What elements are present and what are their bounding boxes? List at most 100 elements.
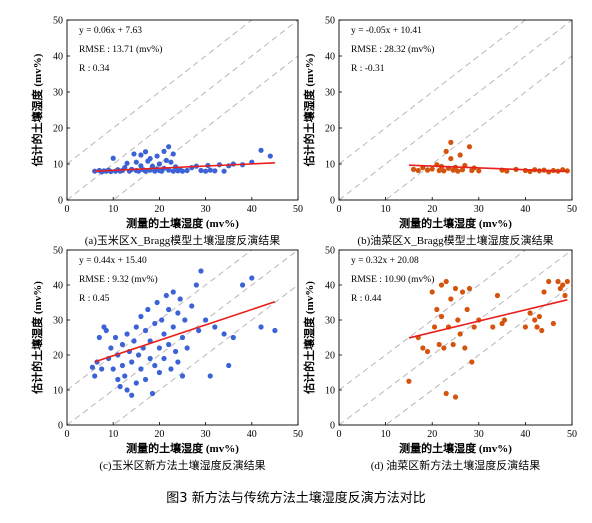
data-point bbox=[504, 168, 510, 174]
x-tick-label: 50 bbox=[567, 204, 577, 215]
x-axis-label: 测量的土壤湿度 (mv%) bbox=[399, 216, 512, 230]
data-point bbox=[441, 345, 447, 351]
points bbox=[410, 139, 570, 175]
data-point bbox=[471, 324, 477, 330]
data-point bbox=[462, 345, 468, 351]
data-point bbox=[133, 324, 139, 330]
data-point bbox=[436, 341, 442, 348]
data-point bbox=[203, 317, 209, 323]
fit-line bbox=[408, 164, 568, 173]
data-point bbox=[466, 285, 473, 292]
data-point bbox=[161, 331, 167, 337]
data-point bbox=[131, 338, 137, 344]
panel-caption: (c)玉米区新方法土壤湿度反演结果 bbox=[99, 458, 265, 472]
data-point bbox=[117, 383, 123, 390]
data-point bbox=[131, 151, 137, 157]
x-tick-label: 0 bbox=[65, 204, 70, 215]
data-point bbox=[154, 299, 160, 306]
data-point bbox=[406, 378, 412, 384]
points bbox=[89, 268, 278, 398]
one-to-one-line bbox=[339, 250, 572, 425]
data-point bbox=[207, 373, 213, 379]
y-tick-label: 50 bbox=[325, 16, 335, 27]
panel-d: 0 10 20 30 40 50 0 10 20 30 40 50 y = 0.32x + 20.08 R… bbox=[302, 246, 577, 473]
data-point bbox=[221, 168, 227, 174]
x-axis-label: 测量的土壤湿度 (mv%) bbox=[126, 441, 239, 455]
data-point bbox=[161, 355, 167, 362]
data-point bbox=[443, 390, 449, 397]
annotation-text: y = -0.05x + 10.41 bbox=[351, 26, 422, 36]
data-point bbox=[124, 331, 130, 337]
data-point bbox=[448, 296, 454, 302]
data-point bbox=[124, 387, 130, 393]
data-point bbox=[138, 366, 144, 372]
data-point bbox=[490, 324, 496, 330]
x-tick-label: 0 bbox=[337, 429, 342, 440]
y-tick-label: 10 bbox=[325, 386, 335, 397]
data-point bbox=[89, 364, 96, 370]
offset-line bbox=[112, 284, 298, 425]
data-point bbox=[550, 320, 556, 327]
data-point bbox=[546, 278, 552, 285]
data-point bbox=[450, 341, 456, 348]
data-point bbox=[424, 167, 431, 173]
y-axis-label: 估计的土壤湿度 (mv%) bbox=[302, 281, 316, 395]
data-point bbox=[161, 148, 167, 154]
data-point bbox=[431, 324, 438, 330]
data-point bbox=[459, 167, 466, 173]
data-point bbox=[122, 165, 128, 171]
annotation-text: RMSE : 28.32 (mv%) bbox=[351, 44, 434, 55]
data-point bbox=[170, 151, 176, 157]
panel-caption: (b)油菜区X_Bragg模型土壤湿度反演结果 bbox=[357, 233, 553, 247]
points bbox=[406, 278, 570, 400]
data-point bbox=[184, 167, 190, 174]
panel-c: 0 10 20 30 40 50 0 10 20 30 40 50 y = 0.44x + 15.40 R… bbox=[30, 246, 303, 473]
one-to-one-line bbox=[339, 20, 572, 200]
data-point bbox=[258, 147, 264, 153]
data-point bbox=[434, 306, 440, 313]
x-tick-label: 40 bbox=[520, 429, 530, 440]
y-tick-label: 10 bbox=[53, 386, 63, 397]
y-tick-label: 50 bbox=[53, 246, 63, 257]
x-tick-label: 20 bbox=[427, 429, 437, 440]
data-point bbox=[179, 168, 186, 174]
panel-b: 0 10 20 30 40 50 0 10 20 30 40 50 y = -0.05x + 10.41… bbox=[302, 16, 577, 248]
data-point bbox=[138, 152, 144, 158]
data-point bbox=[177, 296, 183, 302]
x-tick-label: 10 bbox=[381, 204, 391, 215]
data-point bbox=[420, 345, 426, 351]
x-tick-label: 30 bbox=[201, 204, 211, 215]
data-point bbox=[179, 373, 186, 379]
y-tick-label: 20 bbox=[53, 124, 63, 135]
x-tick-label: 40 bbox=[247, 429, 257, 440]
fit-line bbox=[408, 299, 568, 339]
x-tick-label: 10 bbox=[381, 429, 391, 440]
data-point bbox=[534, 324, 540, 330]
data-point bbox=[494, 292, 501, 299]
data-point bbox=[168, 366, 174, 372]
data-point bbox=[136, 352, 142, 358]
y-tick-label: 40 bbox=[53, 281, 63, 292]
plot-frame bbox=[338, 19, 573, 201]
x-tick-label: 0 bbox=[65, 429, 70, 440]
x-tick-label: 10 bbox=[108, 429, 118, 440]
x-tick-label: 30 bbox=[201, 429, 211, 440]
data-point bbox=[267, 153, 273, 159]
y-tick-label: 30 bbox=[325, 316, 335, 327]
data-point bbox=[249, 275, 255, 281]
annotation-text: R : 0.34 bbox=[79, 64, 110, 74]
data-point bbox=[455, 168, 461, 174]
data-point bbox=[166, 306, 172, 313]
data-point bbox=[541, 289, 547, 295]
panel-a: 0 10 20 30 40 50 0 10 20 30 40 50 y = 0.06x + 7.63 RM… bbox=[30, 16, 303, 248]
y-axis-label: 估计的土壤湿度 (mv%) bbox=[30, 281, 44, 395]
x-tick-label: 10 bbox=[108, 204, 118, 215]
data-point bbox=[122, 373, 128, 379]
y-axis-label: 估计的土壤湿度 (mv%) bbox=[30, 53, 44, 167]
y-tick-label: 20 bbox=[325, 124, 335, 135]
offset-line bbox=[112, 55, 298, 200]
data-point bbox=[272, 327, 278, 334]
data-point bbox=[149, 163, 156, 169]
data-point bbox=[443, 148, 449, 154]
